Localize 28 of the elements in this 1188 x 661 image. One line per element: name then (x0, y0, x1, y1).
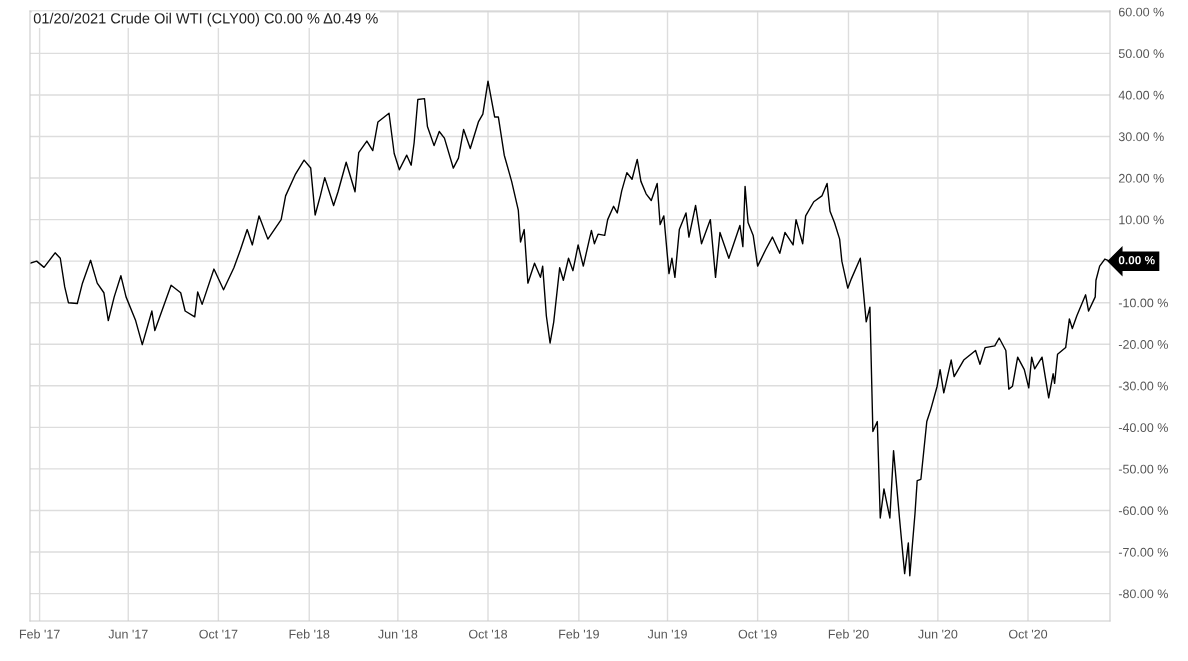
x-tick-label: Jun '17 (108, 629, 148, 639)
y-tick-label: 60.00 % (1118, 7, 1164, 17)
x-tick-label: Oct '19 (738, 629, 777, 639)
y-tick-label: -40.00 % (1118, 423, 1168, 433)
x-tick-label: Oct '17 (199, 629, 238, 639)
annotation: 0.00 % (1118, 255, 1155, 265)
chart-title: 01/20/2021 Crude Oil WTI (CLY00) C0.00 % Δ0.49 % (33, 12, 378, 27)
x-tick-label: Oct '18 (468, 629, 508, 639)
x-tick-label: Feb '18 (289, 629, 330, 639)
x-tick-label: Jun '20 (918, 629, 958, 639)
x-tick-label: Oct '20 (1008, 629, 1048, 639)
y-tick-label: -30.00 % (1118, 381, 1168, 391)
y-tick-label: -70.00 % (1118, 547, 1168, 557)
x-tick-label: Feb '20 (828, 629, 869, 639)
y-tick-label: -50.00 % (1118, 464, 1168, 474)
y-tick-label: 10.00 % (1119, 215, 1164, 225)
x-tick-label: Jun '19 (647, 629, 687, 639)
y-tick-label: 50.00 % (1118, 49, 1164, 59)
x-tick-label: Jun '18 (378, 629, 418, 639)
y-tick-label: -60.00 % (1118, 506, 1168, 516)
x-tick-label: Feb '17 (19, 629, 60, 639)
y-tick-label: -20.00 % (1118, 340, 1168, 349)
y-tick-label: 40.00 % (1118, 90, 1164, 100)
y-tick-label: 30.00 % (1118, 132, 1164, 142)
y-tick-label: -80.00 % (1118, 589, 1168, 599)
y-tick-label: 20.00 % (1118, 173, 1164, 183)
y-tick-label: -10.00 % (1118, 298, 1168, 308)
x-tick-label: Feb '19 (559, 629, 599, 639)
